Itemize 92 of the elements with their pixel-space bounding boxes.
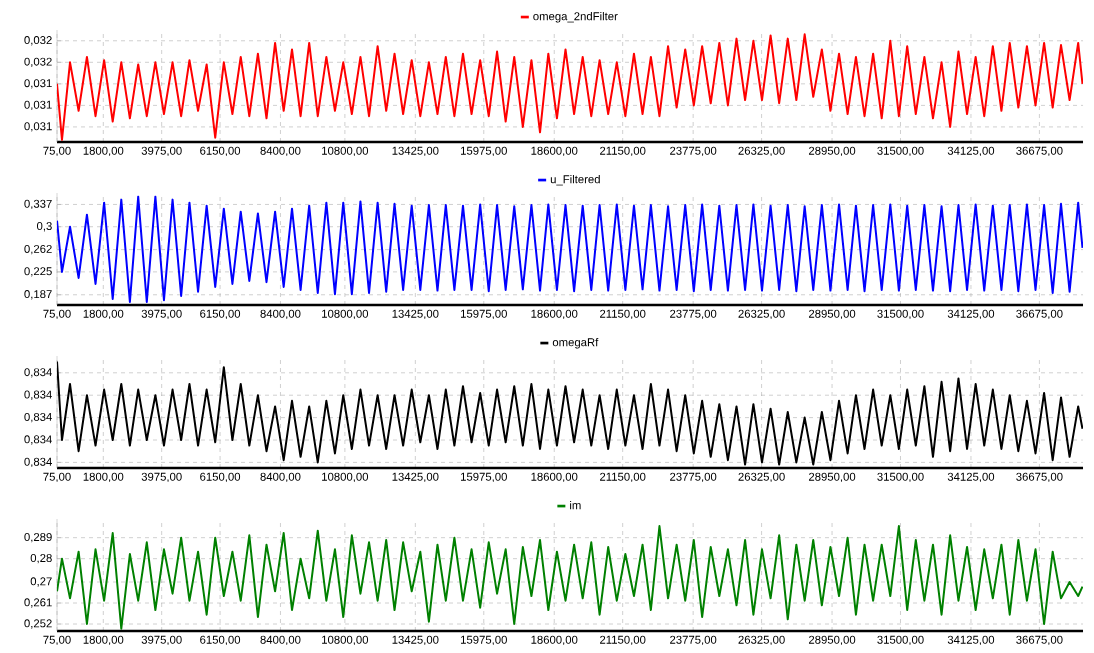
x-tick-label: 8400,00 (260, 635, 301, 646)
y-tick-label: 0,834 (24, 457, 52, 468)
y-tick-label: 0,031 (24, 122, 52, 132)
x-tick-label: 31500,00 (877, 472, 924, 483)
x-tick-label: 15975,00 (461, 472, 507, 483)
x-tick-label: 31500,00 (877, 309, 924, 320)
x-tick-label: 34125,00 (947, 146, 995, 157)
legend-label: im (570, 500, 581, 510)
x-tick-label: 36675,00 (1016, 146, 1063, 157)
x-tick-label: 23775,00 (670, 635, 717, 646)
x-tick-label: 18600,00 (531, 146, 578, 157)
x-tick-label: 8400,00 (260, 309, 301, 320)
x-tick-label: 23775,00 (670, 472, 717, 483)
y-tick-label: 0,834 (24, 390, 52, 400)
y-tick-label: 0,834 (24, 412, 52, 423)
legend-label: u_Filtered (550, 174, 600, 186)
x-tick-label: 18600,00 (531, 472, 578, 483)
x-tick-label: 6150,00 (200, 146, 241, 157)
x-tick-label: 15975,00 (461, 146, 507, 157)
y-tick-label: 0,252 (24, 619, 52, 629)
legend-label: omegaRf (552, 337, 599, 349)
y-tick-label: 0,032 (24, 36, 52, 46)
x-tick-label: 3975,00 (141, 146, 182, 157)
y-tick-label: 0,031 (24, 79, 52, 89)
x-tick-label: 18600,00 (531, 309, 578, 320)
line-series (57, 360, 1084, 466)
y-tick-label: 0,834 (24, 435, 52, 445)
x-tick-label: 13425,00 (392, 635, 439, 646)
x-tick-label: 6150,00 (200, 635, 241, 646)
y-tick-label: 0,187 (24, 290, 52, 300)
y-tick-label: 0,031 (24, 100, 52, 111)
x-tick-label: 75,00 (43, 635, 71, 646)
x-tick-label: 75,00 (43, 472, 71, 483)
x-tick-label: 3975,00 (141, 472, 182, 483)
x-tick-label: 28950,00 (808, 146, 856, 157)
x-tick-label: 21150,00 (600, 635, 646, 646)
y-tick-label: 0,289 (24, 533, 52, 543)
y-tick-label: 0,3 (36, 222, 52, 232)
x-tick-label: 21150,00 (600, 146, 646, 157)
y-tick-label: 0,337 (24, 199, 52, 210)
x-tick-label: 28950,00 (808, 472, 856, 483)
x-tick-label: 26325,00 (738, 635, 785, 646)
x-tick-label: 1800,00 (83, 309, 124, 320)
x-tick-label: 26325,00 (738, 309, 785, 320)
x-tick-label: 26325,00 (738, 472, 785, 483)
x-tick-label: 1800,00 (83, 146, 124, 157)
x-tick-label: 8400,00 (260, 472, 301, 483)
x-tick-label: 1800,00 (83, 635, 124, 646)
x-tick-label: 10800,00 (322, 309, 369, 320)
x-tick-label: 75,00 (43, 309, 71, 320)
x-tick-label: 21150,00 (600, 472, 646, 483)
x-tick-label: 13425,00 (392, 472, 439, 483)
x-tick-label: 3975,00 (141, 309, 182, 320)
y-tick-label: 0,032 (24, 57, 52, 67)
x-tick-label: 28950,00 (808, 635, 856, 646)
x-tick-label: 13425,00 (392, 146, 439, 157)
y-tick-label: 0,261 (24, 598, 52, 608)
x-tick-label: 36675,00 (1016, 635, 1063, 646)
x-tick-label: 3975,00 (141, 635, 182, 646)
legend-label: omega_2ndFilter (533, 11, 618, 23)
y-tick-label: 0,262 (24, 244, 52, 255)
x-tick-label: 10800,00 (322, 146, 369, 157)
x-tick-label: 36675,00 (1016, 309, 1063, 320)
x-tick-label: 34125,00 (947, 472, 995, 483)
x-tick-label: 18600,00 (531, 635, 578, 646)
x-tick-label: 10800,00 (322, 635, 369, 646)
line-series (57, 195, 1084, 303)
x-tick-label: 28950,00 (808, 309, 856, 320)
x-tick-label: 31500,00 (877, 635, 924, 646)
y-tick-label: 0,28 (30, 554, 52, 564)
x-tick-label: 23775,00 (670, 146, 717, 157)
x-tick-label: 75,00 (43, 146, 71, 157)
x-tick-label: 1800,00 (83, 472, 124, 483)
x-tick-label: 34125,00 (947, 309, 995, 320)
x-tick-label: 6150,00 (200, 309, 241, 320)
x-tick-label: 21150,00 (600, 309, 646, 320)
x-tick-label: 34125,00 (947, 635, 995, 646)
x-tick-label: 8400,00 (260, 146, 301, 157)
x-tick-label: 6150,00 (200, 472, 241, 483)
line-series (57, 33, 1084, 141)
x-tick-label: 26325,00 (738, 146, 785, 157)
x-tick-label: 13425,00 (392, 309, 439, 320)
x-tick-label: 23775,00 (670, 309, 717, 320)
y-tick-label: 0,225 (24, 267, 52, 277)
y-tick-label: 0,27 (30, 577, 52, 587)
x-tick-label: 36675,00 (1016, 472, 1063, 483)
y-tick-label: 0,834 (24, 368, 52, 378)
line-series (57, 525, 1084, 630)
x-tick-label: 15975,00 (461, 309, 507, 320)
x-tick-label: 15975,00 (461, 635, 507, 646)
x-tick-label: 31500,00 (877, 146, 924, 157)
x-tick-label: 10800,00 (322, 472, 369, 483)
